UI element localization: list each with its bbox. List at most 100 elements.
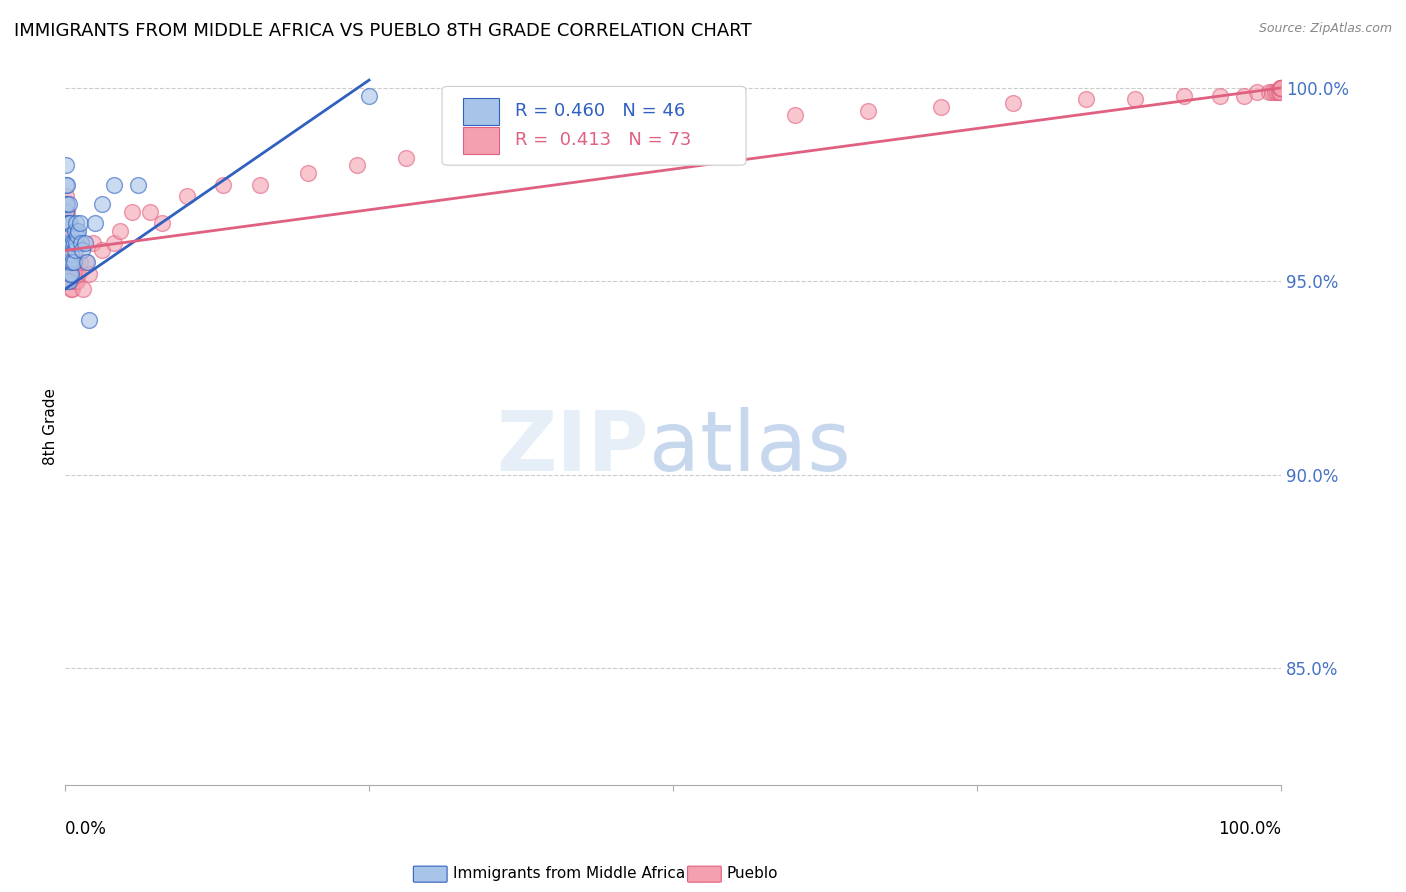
Point bbox=[56, 197, 79, 211]
Point bbox=[1076, 93, 1098, 107]
Point bbox=[79, 313, 101, 327]
Text: atlas: atlas bbox=[648, 408, 851, 489]
Point bbox=[55, 204, 77, 219]
Point bbox=[60, 262, 83, 277]
Point bbox=[1002, 96, 1025, 111]
Point bbox=[62, 274, 84, 288]
Point bbox=[929, 100, 952, 114]
Point bbox=[127, 178, 149, 192]
Bar bbox=[463, 98, 499, 125]
Point bbox=[212, 178, 235, 192]
Bar bbox=[463, 127, 499, 153]
Point bbox=[69, 255, 91, 269]
Point bbox=[70, 235, 93, 250]
Point bbox=[55, 255, 77, 269]
Point bbox=[58, 197, 80, 211]
Point bbox=[1209, 88, 1232, 103]
Text: Source: ZipAtlas.com: Source: ZipAtlas.com bbox=[1258, 22, 1392, 36]
Point bbox=[1264, 85, 1286, 99]
Point bbox=[1267, 85, 1289, 99]
Point bbox=[67, 224, 90, 238]
Point bbox=[63, 255, 86, 269]
Point bbox=[59, 255, 82, 269]
Point bbox=[58, 274, 80, 288]
Point bbox=[59, 235, 82, 250]
Text: Immigrants from Middle Africa: Immigrants from Middle Africa bbox=[453, 866, 685, 880]
Point bbox=[1261, 85, 1284, 99]
Point bbox=[65, 235, 87, 250]
Point bbox=[70, 244, 93, 258]
Point bbox=[357, 88, 380, 103]
Point bbox=[139, 204, 162, 219]
Point bbox=[249, 178, 271, 192]
Point bbox=[121, 204, 143, 219]
Point bbox=[75, 255, 97, 269]
Point bbox=[346, 158, 368, 172]
Point bbox=[108, 224, 131, 238]
Point bbox=[56, 255, 79, 269]
Point bbox=[55, 197, 77, 211]
Point bbox=[90, 197, 112, 211]
Point bbox=[60, 255, 83, 269]
Text: Pueblo: Pueblo bbox=[727, 866, 779, 880]
Point bbox=[73, 235, 96, 250]
Point bbox=[55, 224, 77, 238]
Point bbox=[1270, 81, 1292, 95]
Point bbox=[1173, 88, 1195, 103]
Point bbox=[1270, 81, 1292, 95]
Point bbox=[56, 178, 79, 192]
Point bbox=[56, 247, 79, 261]
Point bbox=[1123, 93, 1146, 107]
Text: 100.0%: 100.0% bbox=[1218, 821, 1281, 838]
Point bbox=[60, 267, 83, 281]
Point bbox=[59, 274, 82, 288]
Point bbox=[66, 274, 89, 288]
Point bbox=[65, 267, 87, 281]
Text: IMMIGRANTS FROM MIDDLE AFRICA VS PUEBLO 8TH GRADE CORRELATION CHART: IMMIGRANTS FROM MIDDLE AFRICA VS PUEBLO … bbox=[14, 22, 752, 40]
Point bbox=[62, 235, 84, 250]
Point bbox=[540, 128, 562, 142]
Point bbox=[467, 139, 489, 153]
Point bbox=[297, 166, 319, 180]
Point bbox=[1270, 81, 1292, 95]
Point bbox=[55, 235, 77, 250]
Point bbox=[63, 274, 86, 288]
Point bbox=[58, 216, 80, 230]
Point bbox=[58, 235, 80, 250]
Point bbox=[63, 244, 86, 258]
Point bbox=[59, 255, 82, 269]
Point bbox=[1270, 81, 1292, 95]
Point bbox=[58, 235, 80, 250]
Point bbox=[60, 227, 83, 242]
Point bbox=[60, 235, 83, 250]
Point bbox=[613, 120, 636, 134]
Point bbox=[856, 104, 879, 119]
Point bbox=[58, 255, 80, 269]
Point bbox=[63, 224, 86, 238]
Point bbox=[1270, 81, 1292, 95]
Point bbox=[67, 267, 90, 281]
Point bbox=[76, 255, 98, 269]
Point bbox=[56, 216, 79, 230]
Point bbox=[55, 235, 77, 250]
Point bbox=[699, 112, 721, 126]
Point bbox=[84, 216, 107, 230]
FancyBboxPatch shape bbox=[441, 87, 747, 165]
Point bbox=[79, 267, 101, 281]
Point bbox=[60, 247, 83, 261]
Point bbox=[60, 282, 83, 296]
Point bbox=[150, 216, 173, 230]
Y-axis label: 8th Grade: 8th Grade bbox=[44, 388, 58, 465]
Point bbox=[59, 227, 82, 242]
Point bbox=[1257, 85, 1279, 99]
Text: ZIP: ZIP bbox=[496, 408, 648, 489]
Point bbox=[69, 216, 91, 230]
Text: R =  0.413   N = 73: R = 0.413 N = 73 bbox=[515, 131, 692, 149]
Point bbox=[59, 267, 82, 281]
Point bbox=[1268, 85, 1291, 99]
Point bbox=[60, 282, 83, 296]
Point bbox=[82, 235, 104, 250]
Point bbox=[103, 235, 125, 250]
Point bbox=[90, 244, 112, 258]
Point bbox=[103, 178, 125, 192]
